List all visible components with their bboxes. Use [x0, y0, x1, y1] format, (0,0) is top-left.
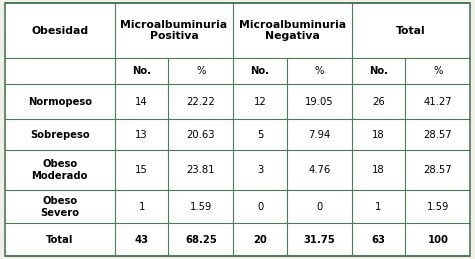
- Text: 0: 0: [257, 202, 263, 212]
- Text: 4.76: 4.76: [308, 165, 331, 175]
- Text: 100: 100: [428, 235, 448, 245]
- Text: 18: 18: [372, 165, 385, 175]
- Text: Microalbuminuria
Negativa: Microalbuminuria Negativa: [239, 20, 346, 41]
- Text: Total: Total: [46, 235, 74, 245]
- Text: 20: 20: [253, 235, 267, 245]
- Text: 68.25: 68.25: [185, 235, 217, 245]
- Text: %: %: [314, 66, 324, 76]
- Text: 1.59: 1.59: [427, 202, 449, 212]
- Text: %: %: [433, 66, 443, 76]
- Text: 18: 18: [372, 130, 385, 140]
- Text: 26: 26: [372, 97, 385, 107]
- Text: 23.81: 23.81: [187, 165, 215, 175]
- Text: 12: 12: [254, 97, 266, 107]
- Text: No.: No.: [132, 66, 151, 76]
- Text: Microalbuminuria
Positiva: Microalbuminuria Positiva: [121, 20, 228, 41]
- Text: 28.57: 28.57: [424, 130, 452, 140]
- Text: Total: Total: [396, 25, 426, 35]
- Text: 1.59: 1.59: [190, 202, 212, 212]
- Text: 63: 63: [371, 235, 386, 245]
- Text: 28.57: 28.57: [424, 165, 452, 175]
- Text: 0: 0: [316, 202, 323, 212]
- Text: 31.75: 31.75: [304, 235, 335, 245]
- Text: 19.05: 19.05: [305, 97, 333, 107]
- Text: Obesidad: Obesidad: [31, 25, 88, 35]
- Text: 1: 1: [138, 202, 145, 212]
- Text: %: %: [196, 66, 206, 76]
- Text: 20.63: 20.63: [187, 130, 215, 140]
- Text: 15: 15: [135, 165, 148, 175]
- Text: 41.27: 41.27: [424, 97, 452, 107]
- Text: 14: 14: [135, 97, 148, 107]
- Text: Obeso
Moderado: Obeso Moderado: [31, 159, 88, 181]
- Text: 13: 13: [135, 130, 148, 140]
- Text: Normopeso: Normopeso: [28, 97, 92, 107]
- Text: 3: 3: [257, 165, 263, 175]
- Text: No.: No.: [369, 66, 388, 76]
- Text: Sobrepeso: Sobrepeso: [30, 130, 90, 140]
- Text: Obeso
Severo: Obeso Severo: [40, 196, 79, 218]
- Text: 1: 1: [375, 202, 382, 212]
- Text: 43: 43: [134, 235, 149, 245]
- Text: No.: No.: [251, 66, 270, 76]
- Text: 5: 5: [257, 130, 263, 140]
- Text: 22.22: 22.22: [187, 97, 215, 107]
- Text: 7.94: 7.94: [308, 130, 331, 140]
